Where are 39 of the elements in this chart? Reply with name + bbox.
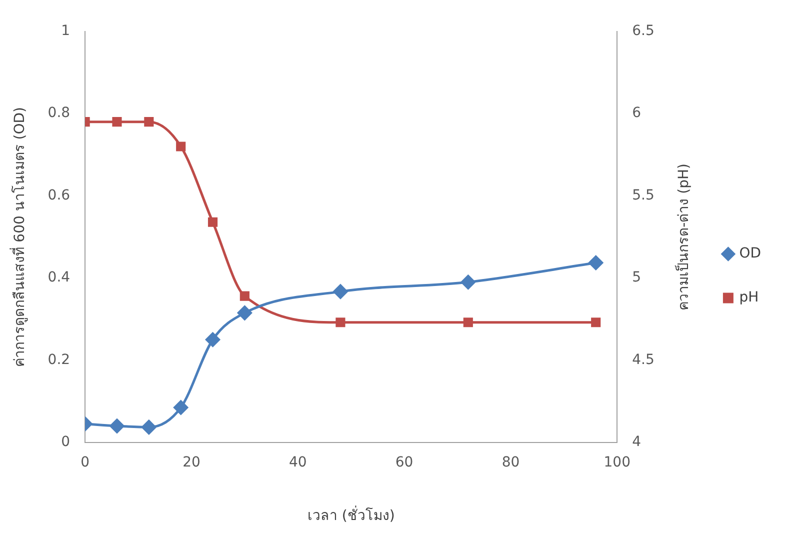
point: [110, 418, 124, 434]
point: [144, 117, 154, 127]
x-tick-label: 20: [182, 454, 200, 470]
point: [460, 274, 476, 290]
x-tick-label: 60: [395, 454, 414, 470]
point: [240, 291, 250, 301]
x-tick-label: 40: [288, 454, 307, 470]
y-axis-title: ค่าการดูดกลืนแสงที่ 600 นาโนเมตร (OD): [10, 107, 28, 367]
point: [336, 318, 346, 328]
legend-label: pH: [739, 290, 759, 306]
x-tick-label: 0: [80, 454, 90, 470]
y2-tick-label: 6: [632, 105, 642, 122]
point: [176, 142, 186, 152]
y-tick-label: 0.2: [48, 352, 70, 368]
x-tick-label: 80: [502, 454, 520, 470]
point: [237, 306, 252, 320]
y-tick-label: 0.8: [48, 105, 70, 122]
y-tick-label: 0.4: [48, 270, 70, 286]
x-axis-title: เวลา (ชั่วโมง): [307, 506, 395, 524]
point: [591, 318, 601, 328]
point: [206, 332, 220, 347]
x-tick-label: 100: [604, 454, 631, 470]
y2-tick-label: 6.5: [632, 23, 654, 40]
point: [588, 256, 604, 270]
point: [208, 217, 218, 227]
y-tick-label: 0: [61, 434, 70, 450]
point: [333, 284, 348, 299]
y2-tick-label: 5.5: [632, 187, 654, 204]
legend-label: OD: [739, 246, 762, 262]
y2-tick-label: 4: [632, 434, 642, 450]
point: [463, 318, 473, 328]
y2-tick-label: 4.5: [632, 352, 654, 368]
point: [174, 400, 188, 415]
point: [112, 117, 122, 127]
y-tick-label: 0.6: [48, 187, 70, 204]
y-tick-label: 1: [61, 23, 70, 40]
y2-axis-title: ความเป็นกรด-ด่าง (pH): [674, 163, 692, 310]
point: [142, 420, 156, 434]
y2-tick-label: 5: [632, 270, 642, 286]
